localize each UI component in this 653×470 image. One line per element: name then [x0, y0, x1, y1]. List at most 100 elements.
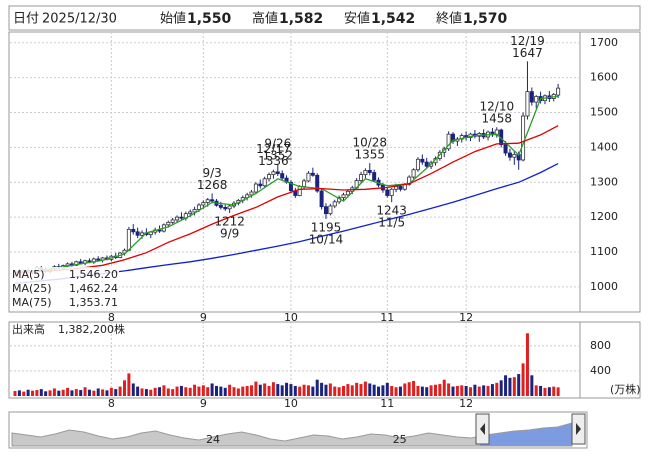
volume-bar: [556, 387, 560, 396]
y-tick-label: 400: [590, 364, 611, 377]
x-tick-label: 9: [200, 311, 207, 324]
annotation-value: 1458: [482, 112, 513, 126]
volume-bar: [96, 388, 100, 396]
plot: 1000 1100 1200 1300 1400 1500 1600 1700 8 9 10 11 12…: [10, 32, 641, 447]
x-tick-label: 10: [284, 311, 298, 324]
volume-bar: [70, 390, 74, 396]
candle-body: [345, 190, 350, 196]
volume-bar: [22, 391, 26, 396]
volume-bar: [162, 385, 166, 396]
y-tick-label: 800: [590, 339, 611, 352]
volume-bar: [398, 386, 402, 396]
candle-body: [249, 191, 254, 196]
volume-bar: [539, 385, 543, 396]
volume-bar: [223, 387, 227, 396]
volume-bar: [39, 389, 43, 396]
volume-bar: [482, 385, 486, 396]
candle-body: [258, 183, 263, 187]
annotation-date: 10/14: [309, 232, 344, 246]
volume-bar: [26, 389, 30, 396]
y-tick-label: 1700: [590, 36, 618, 49]
volume-bar: [350, 385, 354, 396]
volume-bar: [92, 390, 96, 396]
volume-bar: [328, 383, 332, 396]
candle-body: [78, 261, 83, 264]
volume-bar: [293, 385, 297, 396]
candle-body: [372, 172, 377, 181]
y-tick-label: 1100: [590, 245, 618, 258]
candle-body: [310, 172, 315, 176]
volume-bar: [13, 390, 17, 396]
candle-body: [420, 158, 425, 163]
candle-body: [280, 173, 285, 179]
volume-bar: [495, 382, 499, 396]
volume-bar: [490, 384, 494, 396]
legend-name: MA(25): [12, 282, 52, 295]
volume-bar: [228, 384, 232, 396]
volume-bar: [193, 384, 197, 396]
volume-bar: [320, 382, 324, 396]
volume-bar: [219, 386, 223, 396]
field-name: 高値: [252, 11, 278, 27]
candle-body: [415, 158, 420, 171]
ma-line: [14, 95, 559, 273]
candle-body: [398, 186, 403, 190]
volume-bar: [188, 387, 192, 396]
candle-body: [363, 170, 368, 176]
legend-box: [11, 267, 119, 311]
date-label: 日付: [13, 12, 39, 27]
candle-body: [319, 190, 324, 208]
annotation-date: 9/26: [264, 137, 291, 151]
annotation-date: 10/28: [352, 136, 387, 150]
x-tick-label: 10: [284, 397, 298, 410]
candle-body: [407, 176, 412, 185]
volume-bar: [35, 390, 39, 396]
candle-body: [192, 209, 197, 213]
candle-body: [525, 91, 530, 117]
candle-body: [223, 206, 228, 210]
volume-bar: [184, 387, 188, 396]
annotation-date: 11/5: [378, 216, 405, 230]
candle-body: [315, 174, 320, 192]
field-name: 安値: [344, 11, 370, 27]
annotation-value: 1336: [258, 154, 289, 168]
volume-bar: [543, 387, 547, 396]
legend-name: MA(75): [12, 296, 52, 309]
volume-title: 出来高: [12, 322, 45, 336]
volume-bar: [464, 385, 468, 396]
volume-bar: [394, 387, 398, 396]
annotation-value: 1352: [263, 149, 294, 163]
volume-bar: [469, 387, 473, 396]
volume-bar: [337, 387, 341, 396]
volume-bar: [258, 384, 262, 396]
y-tick-label: 1000: [590, 280, 618, 293]
volume-bar: [302, 384, 306, 396]
volume-bar: [276, 384, 280, 396]
legend-name: MA(5): [12, 268, 45, 281]
navigator-label: 24: [206, 433, 220, 446]
volume-bar: [267, 385, 271, 396]
volume-bar: [175, 386, 179, 396]
candle-body: [359, 174, 364, 181]
volume-bar: [412, 380, 416, 396]
candle-body: [131, 228, 136, 233]
candle-body: [328, 205, 333, 215]
candle-body: [166, 221, 171, 226]
date: 2025/12/30: [42, 12, 117, 27]
volume-bar: [455, 385, 459, 396]
annotation-date: 12/17: [256, 142, 291, 156]
candle-body: [306, 172, 311, 182]
x-tick-label: 12: [459, 311, 473, 324]
annotation-date: 12/19: [510, 34, 545, 48]
candle-body: [135, 231, 140, 236]
volume-bar: [79, 390, 83, 396]
x-tick-label: 11: [380, 397, 394, 410]
volume-unit: (万株): [610, 382, 641, 396]
candle-body: [424, 161, 429, 167]
volume-frame: [8, 321, 641, 399]
y-tick-label: 1600: [590, 71, 618, 84]
x-tick-label: 8: [108, 397, 115, 410]
volume-bar: [263, 383, 267, 396]
candle-body: [332, 201, 337, 207]
candle-body: [394, 186, 399, 190]
